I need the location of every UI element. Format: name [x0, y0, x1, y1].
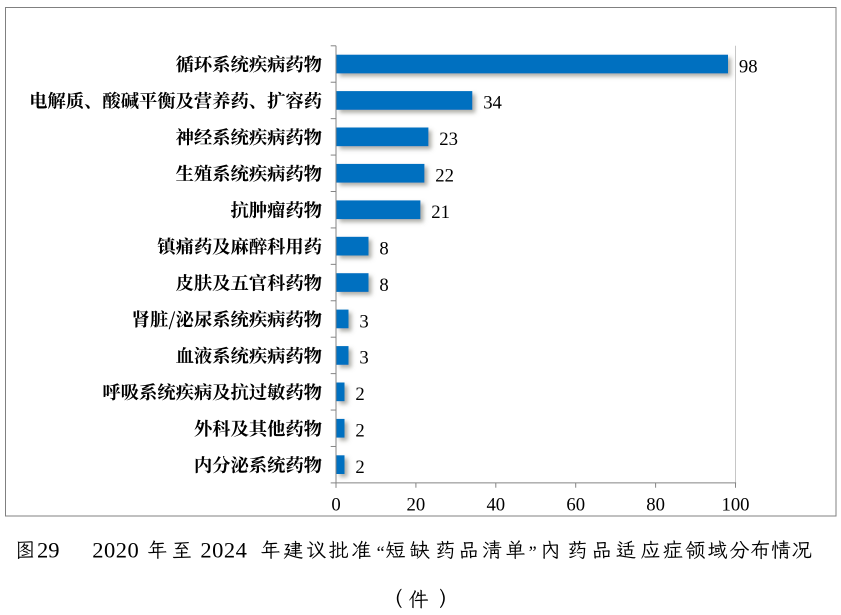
svg-text:2024: 2024	[200, 537, 247, 562]
svg-text:80: 80	[646, 494, 665, 515]
svg-text:2020: 2020	[92, 537, 139, 562]
svg-text:2: 2	[355, 457, 364, 478]
svg-text:22: 22	[435, 166, 454, 187]
svg-text:23: 23	[439, 129, 458, 150]
svg-text:3: 3	[359, 348, 368, 369]
svg-text:8: 8	[379, 275, 388, 296]
svg-text:20: 20	[407, 494, 426, 515]
svg-text:21: 21	[431, 202, 450, 223]
svg-text:40: 40	[486, 494, 505, 515]
svg-text:2: 2	[355, 384, 364, 405]
svg-text:60: 60	[566, 494, 585, 515]
svg-text:0: 0	[331, 494, 340, 515]
svg-text:98: 98	[739, 56, 758, 77]
svg-text:8: 8	[379, 238, 388, 259]
svg-text:34: 34	[483, 93, 502, 114]
svg-text:100: 100	[721, 494, 749, 515]
svg-text:3: 3	[359, 311, 368, 332]
svg-text:2: 2	[355, 421, 364, 442]
svg-text:29: 29	[37, 537, 60, 562]
